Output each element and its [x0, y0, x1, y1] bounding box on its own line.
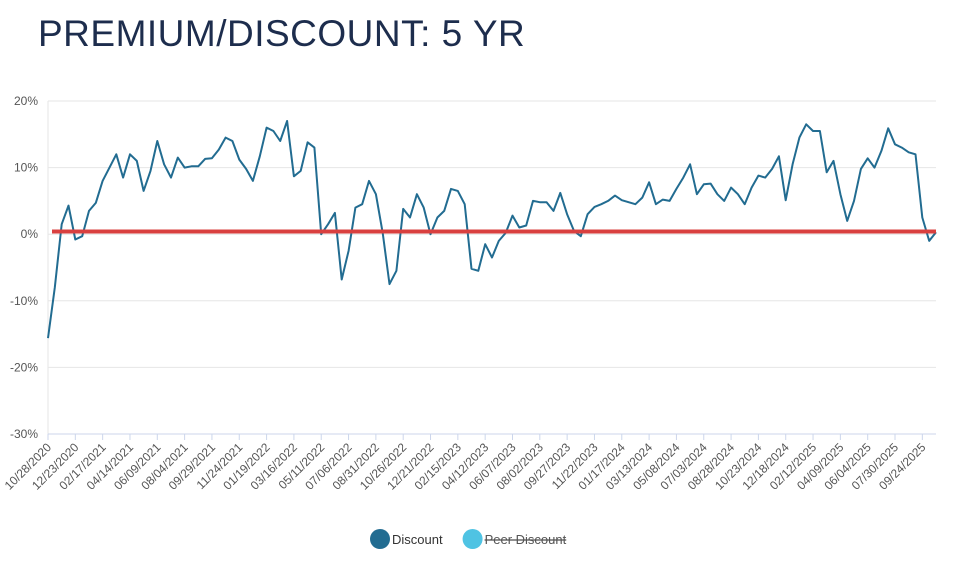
y-tick-label: -30% — [10, 427, 38, 441]
legend-label: Discount — [392, 532, 443, 547]
legend-item[interactable]: Discount — [370, 529, 443, 549]
chart-title: PREMIUM/DISCOUNT: 5 YR — [38, 13, 525, 54]
data-line — [47, 120, 937, 339]
legend-swatch — [462, 529, 483, 549]
y-tick-label: 20% — [14, 94, 38, 108]
y-tick-label: 10% — [14, 161, 38, 175]
y-tick-label: 0% — [21, 227, 39, 241]
legend-label: Peer Discount — [485, 532, 567, 547]
legend-swatch — [370, 529, 390, 549]
y-tick-label: -10% — [10, 294, 38, 308]
legend-item[interactable]: Peer Discount — [462, 529, 567, 549]
y-tick-label: -20% — [10, 360, 38, 374]
